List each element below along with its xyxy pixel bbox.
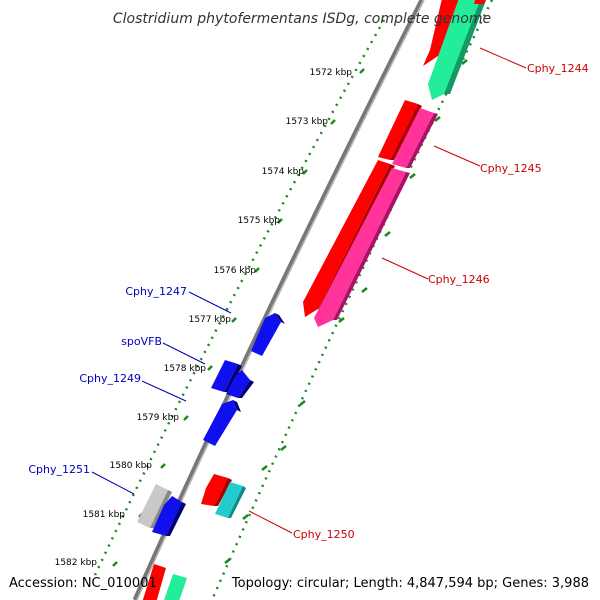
cds-bottom-red[interactable] (141, 564, 166, 600)
inner-tick-ring (93, 19, 386, 576)
cds-cphy-1245[interactable] (378, 100, 422, 160)
topology-text: Topology: circular; Length: 4,847,594 bp… (231, 576, 589, 591)
gene-label-cphy-1245[interactable]: Cphy_1245 (480, 162, 542, 175)
cds-bottom-green[interactable] (162, 574, 187, 600)
kbp-label: 1573 kbp (286, 117, 329, 127)
gene-labels: Cphy_1244 Cphy_1245 Cphy_1246 Cphy_1250 … (28, 62, 588, 541)
kbp-label: 1582 kbp (55, 558, 98, 568)
cds-cphy-1250[interactable] (201, 474, 232, 506)
gene-label-cphy-1251[interactable]: Cphy_1251 (28, 463, 90, 476)
gene-label-cphy-1247[interactable]: Cphy_1247 (125, 285, 187, 298)
kbp-label: 1572 kbp (310, 68, 353, 78)
kbp-label: 1577 kbp (189, 315, 232, 325)
cds-cphy-1248[interactable] (203, 400, 241, 446)
cds-cphy-1247[interactable] (251, 313, 285, 356)
kbp-label: 1576 kbp (214, 266, 257, 276)
kbp-label: 1574 kbp (262, 167, 305, 177)
cds-cphy-1244-reverse[interactable] (428, 0, 490, 100)
map-title: Clostridium phytofermentans ISDg, comple… (113, 11, 491, 27)
cds-cphy-1249[interactable] (226, 370, 254, 398)
cds-cphy-1244-top[interactable] (474, 0, 488, 4)
cds-cphy-1251-gray[interactable] (137, 484, 172, 528)
cds-cphy-1250-cyan[interactable] (215, 482, 246, 518)
gene-label-spovfb[interactable]: spoVFB (121, 335, 162, 348)
gene-label-cphy-1246[interactable]: Cphy_1246 (428, 273, 490, 286)
kbp-label: 1575 kbp (238, 216, 281, 226)
cds-cphy-1251[interactable] (152, 496, 186, 536)
kbp-label: 1581 kbp (83, 510, 126, 520)
cds-cphy-1246-magenta[interactable] (314, 168, 410, 327)
gene-label-cphy-1244[interactable]: Cphy_1244 (527, 62, 589, 75)
kbp-label: 1579 kbp (137, 413, 180, 423)
cds-cphy-1245-magenta[interactable] (392, 108, 438, 168)
kbp-scale: 1572 kbp 1573 kbp 1574 kbp 1575 kbp 1576… (55, 68, 353, 568)
outer-major-ticks (224, 59, 468, 564)
gene-label-cphy-1250[interactable]: Cphy_1250 (293, 528, 355, 541)
cds-spovfb[interactable] (211, 360, 242, 392)
inner-major-ticks (112, 68, 365, 567)
kbp-label: 1578 kbp (164, 364, 207, 374)
kbp-label: 1580 kbp (110, 461, 153, 471)
outer-tick-ring (210, 0, 494, 600)
label-connectors (91, 47, 527, 534)
accession-text: Accession: NC_010001 (9, 576, 157, 591)
gene-label-cphy-1249[interactable]: Cphy_1249 (79, 372, 141, 385)
